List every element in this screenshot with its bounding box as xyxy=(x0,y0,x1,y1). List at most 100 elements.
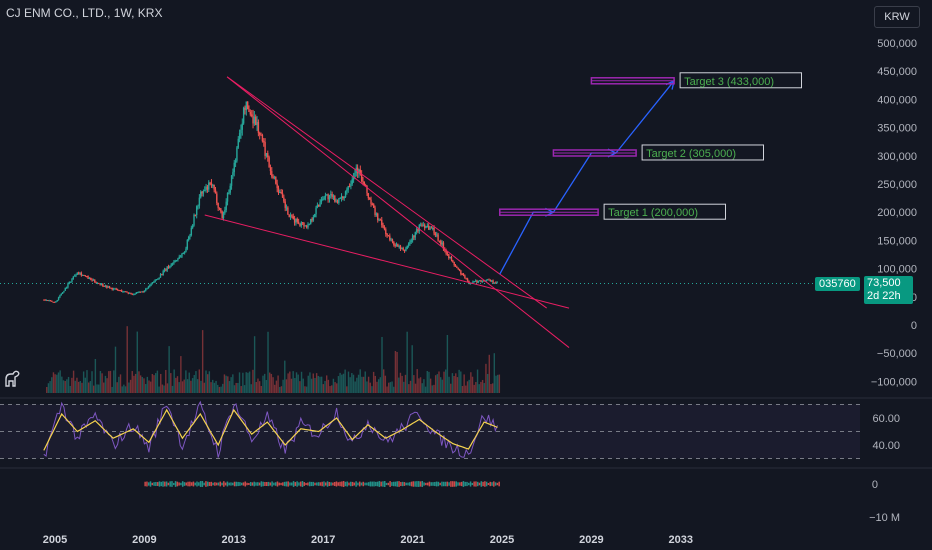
volume-osc-bar xyxy=(210,481,213,487)
price-candle-body xyxy=(56,299,58,302)
price-candle-body xyxy=(354,172,356,177)
volume-osc-bar xyxy=(366,482,368,486)
volume-osc-bar xyxy=(199,481,202,487)
volume-osc-bar xyxy=(282,482,284,486)
volume-osc-bar xyxy=(373,481,375,487)
volume-bar xyxy=(389,382,392,393)
volume-bar xyxy=(446,334,449,393)
price-candle-body xyxy=(403,249,406,252)
volume-osc-bar xyxy=(271,481,273,487)
volume-bar xyxy=(267,331,269,393)
price-candle-body xyxy=(120,290,123,292)
y-axis-tick-label: −50,000 xyxy=(877,348,917,360)
volume-bar xyxy=(64,381,66,393)
tradingview-logo-icon[interactable] xyxy=(2,368,24,390)
price-candle-body xyxy=(269,167,272,172)
volume-bar xyxy=(480,381,482,393)
price-candle-body xyxy=(381,219,383,226)
volume-bar xyxy=(369,382,371,393)
volume-bar xyxy=(168,346,170,393)
price-candle-body xyxy=(47,300,49,302)
price-candle-body xyxy=(457,267,459,269)
volume-bar xyxy=(495,375,497,393)
price-candle-body xyxy=(127,292,130,294)
wedge-trend-line xyxy=(226,76,547,309)
volume-osc-bar xyxy=(423,482,425,486)
volume-bar xyxy=(128,382,130,393)
volume-bar xyxy=(180,356,182,393)
volume-bar xyxy=(89,381,92,393)
price-candle-body xyxy=(229,185,231,193)
price-candle-body xyxy=(492,280,494,283)
volume-osc-bar xyxy=(316,482,318,486)
price-candle-body xyxy=(134,294,136,296)
currency-selector[interactable]: KRW xyxy=(874,6,920,28)
volume-osc-bar xyxy=(410,481,413,487)
volume-bar xyxy=(136,331,138,393)
price-candle-body xyxy=(150,283,152,286)
price-candle-body xyxy=(495,282,497,284)
wedge-trend-line xyxy=(204,214,570,309)
volume-osc-bar xyxy=(301,481,304,487)
price-candle-body xyxy=(347,185,349,190)
volume-osc-bar xyxy=(249,481,252,487)
volume-bar xyxy=(56,374,58,393)
price-candle-body xyxy=(130,292,132,294)
price-candle-body xyxy=(44,299,46,301)
price-candle-body xyxy=(217,203,219,208)
price-candle-body xyxy=(292,216,294,219)
volume-bar xyxy=(170,373,172,393)
volume-bar xyxy=(436,374,439,393)
price-candle-body xyxy=(177,258,179,261)
volume-bar xyxy=(163,385,165,393)
price-candle-body xyxy=(166,266,168,271)
volume-bar xyxy=(485,363,487,393)
volume-bar xyxy=(466,381,469,393)
price-candle-body xyxy=(112,288,115,290)
price-candle-body xyxy=(249,112,252,115)
price-candle-body xyxy=(454,265,457,267)
volume-osc-bar xyxy=(357,482,359,486)
volume-bar xyxy=(195,371,197,393)
volume-bar xyxy=(186,379,189,393)
volume-osc-bar xyxy=(267,481,270,487)
volume-bar xyxy=(361,376,363,393)
volume-bar xyxy=(456,377,459,393)
volume-bar xyxy=(252,369,254,393)
price-candle-body xyxy=(272,176,274,178)
volume-bar xyxy=(258,381,261,393)
volume-bar xyxy=(314,378,316,393)
volume-bar xyxy=(223,374,226,393)
price-candle-body xyxy=(92,279,95,281)
y-axis-tick-label: −100,000 xyxy=(871,376,917,388)
price-candle-body xyxy=(118,290,120,292)
price-candle-body xyxy=(334,196,336,202)
volume-osc-bar xyxy=(158,481,161,487)
y-axis-tick-label: 200,000 xyxy=(877,207,917,219)
volume-bar xyxy=(310,378,313,393)
price-candle-body xyxy=(119,290,121,292)
volume-bar xyxy=(357,374,360,393)
volume-bar xyxy=(240,386,242,393)
price-candle-body xyxy=(83,274,85,276)
volume-bar xyxy=(320,376,323,393)
volume-bar xyxy=(243,385,246,393)
price-candle-body xyxy=(128,292,131,294)
volume-osc-bar xyxy=(332,482,334,486)
volume-bar xyxy=(341,374,343,393)
volume-osc-bar xyxy=(208,482,211,486)
price-candle-body xyxy=(434,233,437,235)
volume-bar xyxy=(441,379,444,393)
volume-bar xyxy=(247,372,249,393)
price-candle-body xyxy=(218,207,221,209)
volume-bar xyxy=(297,374,299,393)
x-axis-tick-label: 2005 xyxy=(43,534,67,546)
volume-bar xyxy=(292,371,294,393)
price-candle-body xyxy=(446,253,449,255)
price-candle-body xyxy=(205,186,207,191)
price-candle-body xyxy=(257,122,260,133)
price-candle-body xyxy=(73,275,76,277)
volume-bar xyxy=(471,376,474,393)
volume-osc-bar xyxy=(333,481,336,487)
